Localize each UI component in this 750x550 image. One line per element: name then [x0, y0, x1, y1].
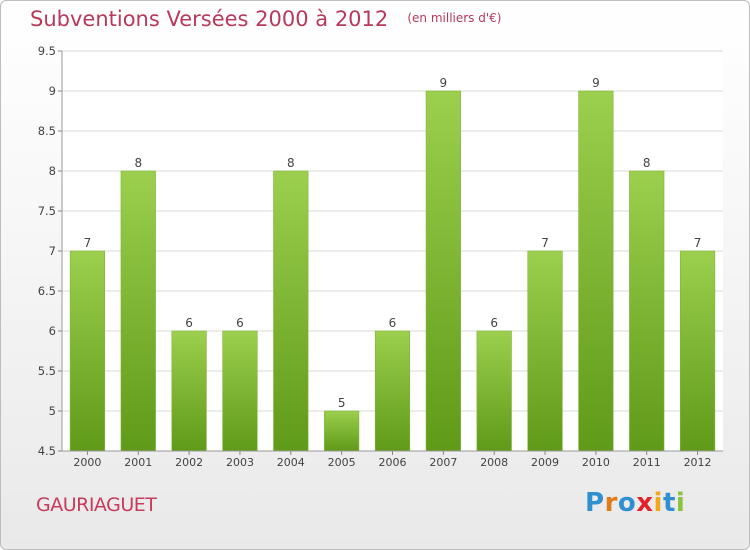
x-tick-label: 2007: [429, 456, 457, 469]
title-row: Subventions Versées 2000 à 2012 (en mill…: [30, 7, 501, 31]
bar-2006: [374, 330, 411, 452]
data-label: 6: [389, 316, 397, 330]
data-label: 7: [541, 236, 549, 250]
bar-2000: [69, 250, 106, 452]
data-label: 9: [440, 76, 448, 90]
y-tick-label: 8: [49, 164, 56, 178]
x-tick-label: 2012: [684, 456, 712, 469]
bar-2004: [273, 170, 309, 452]
data-label: 8: [134, 156, 142, 170]
labels-layer: 7 8 6 6 8 5 6 9 6 7 9 8 7: [84, 76, 702, 410]
y-tick-label: 5: [49, 404, 56, 418]
x-tick-label: 2006: [379, 456, 407, 469]
x-tick-label: 2005: [328, 456, 356, 469]
x-tick-label: 2004: [277, 456, 305, 469]
x-tick-label: 2000: [73, 456, 101, 469]
proxiti-logo: Proxiti: [585, 488, 685, 518]
data-label: 7: [84, 236, 92, 250]
y-tick-label: 9.5: [38, 44, 56, 58]
bar-2008: [476, 330, 512, 452]
bar-2002: [171, 330, 207, 452]
data-label: 6: [236, 316, 244, 330]
bar-2009: [527, 250, 563, 452]
y-tick-label: 6: [49, 324, 56, 338]
bar-2001: [120, 170, 156, 452]
bar-2003: [222, 330, 258, 452]
x-tick-label: 2008: [480, 456, 508, 469]
logo-letter: i: [653, 488, 663, 518]
chart-title: Subventions Versées 2000 à 2012: [30, 7, 389, 31]
logo-letter: o: [617, 488, 637, 518]
x-tick-label: 2001: [124, 456, 152, 469]
y-tick-label: 7.5: [38, 204, 56, 218]
data-label: 6: [490, 316, 498, 330]
axis-layer: 4.5 5 5.5 6 6.5 7 7.5 8 8.5 9 9.5 2000 2001 2002 2003 2…: [38, 44, 723, 469]
y-tick-label: 6.5: [38, 284, 56, 298]
logo-letter: P: [585, 488, 605, 518]
x-tick-label: 2009: [531, 456, 559, 469]
place-name: GAURIAGUET: [36, 494, 157, 516]
bar-2011: [629, 170, 665, 452]
x-tick-label: 2003: [226, 456, 254, 469]
bar-2012: [679, 250, 716, 452]
bar-2007: [425, 90, 461, 452]
data-label: 9: [592, 76, 600, 90]
logo-letter: x: [636, 488, 654, 518]
chart-subtitle: (en milliers d'€): [407, 11, 502, 25]
y-tick-label: 8.5: [38, 124, 56, 138]
data-label: 8: [287, 156, 295, 170]
data-label: 5: [338, 396, 346, 410]
x-tick-label: 2010: [582, 456, 610, 469]
y-tick-label: 4.5: [38, 444, 56, 458]
data-label: 8: [643, 156, 651, 170]
x-tick-label: 2011: [633, 456, 661, 469]
x-tick-label: 2002: [175, 456, 203, 469]
data-label: 6: [185, 316, 193, 330]
logo-letter: r: [604, 488, 618, 518]
data-label: 7: [694, 236, 702, 250]
y-tick-label: 7: [49, 244, 56, 258]
logo-letter: t: [662, 488, 676, 518]
logo-letter: i: [675, 488, 686, 518]
bar-2010: [578, 90, 614, 452]
y-tick-label: 9: [49, 84, 56, 98]
bar-2005: [324, 410, 360, 452]
y-tick-label: 5.5: [38, 364, 56, 378]
